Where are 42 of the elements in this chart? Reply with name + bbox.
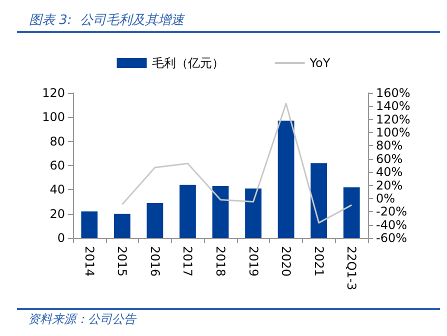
y-tick-label: 20 [50,206,65,221]
y2-tick-label: 80% [376,138,403,153]
y-tick-label: 100 [42,110,65,124]
y2-tick-label: 160% [376,86,410,100]
x-tick-label: 2020 [279,246,294,277]
y2-tick-label: -20% [376,204,408,219]
y-tick-label: 0 [57,231,65,245]
y2-tick-label: 0% [376,191,396,206]
y2-tick-label: 60% [376,152,403,166]
bar [146,202,164,238]
line-series [121,102,352,224]
x-tick-label: 2018 [214,246,228,277]
y2-tick-label: -40% [376,218,408,232]
bar [278,120,294,238]
bar [180,184,196,238]
chart-title: 图表 3: 公司毛利及其增速 [29,13,186,28]
y2-tick-label: 120% [376,112,410,126]
x-tick-label: 2016 [148,246,162,277]
x-tick-label: 2017 [180,246,195,277]
bar [81,211,98,238]
x-tick-label: 2014 [82,246,96,277]
y-tick-label: 60 [50,158,65,172]
bar [114,214,130,238]
x-tick-label: 2019 [246,246,260,277]
x-tick-label: 2021 [312,246,326,277]
bar [310,163,328,238]
y2-tick-label: 20% [376,178,403,192]
text: 资料来源：公司公告 [28,312,137,326]
bar [212,186,229,238]
y2-tick-label: -60% [376,231,408,245]
y-tick-label: 80 [50,134,65,148]
legend-label: YoY [308,56,331,70]
x-tick-label: 2015 [115,246,130,277]
y2-tick-label: 140% [376,99,410,114]
y-tick-label: 120 [42,86,65,100]
y-tick-label: 40 [50,182,65,197]
y2-tick-label: 100% [376,126,410,140]
legend-label: 毛利（亿元） [152,56,224,70]
y2-tick-label: 40% [376,165,403,180]
bar [245,188,262,238]
x-tick-label: 22Q1-3 [344,246,359,290]
bar [343,187,360,238]
